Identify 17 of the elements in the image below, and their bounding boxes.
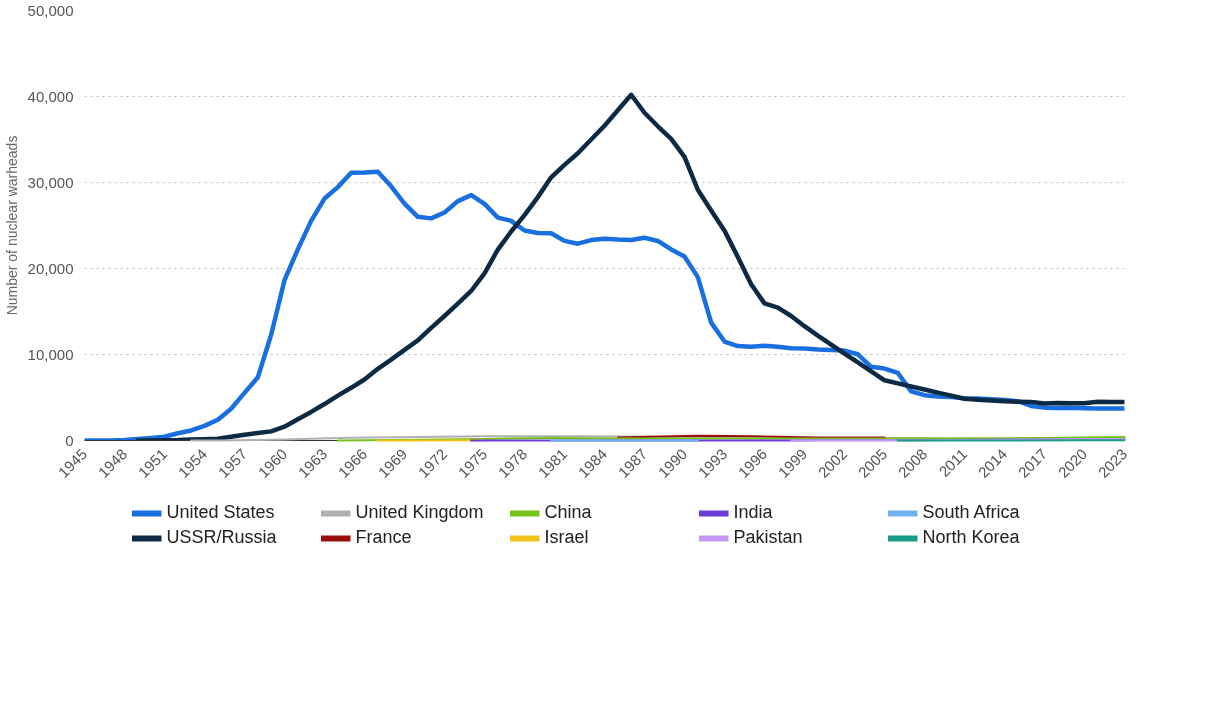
legend-label: Pakistan	[733, 527, 804, 548]
legend-label: United Kingdom	[355, 502, 485, 523]
legend-label: North Korea	[922, 527, 1021, 548]
y-tick-label: 30,000	[27, 173, 74, 191]
legend-label: France	[355, 527, 413, 548]
y-tick-label: 40,000	[27, 87, 74, 105]
legend-label: China	[544, 502, 593, 523]
y-tick-label: 50,000	[27, 1, 74, 19]
legend-label: Israel	[544, 527, 590, 548]
legend-label: USSR/Russia	[166, 527, 278, 548]
y-tick-label: 20,000	[27, 259, 74, 277]
legend-label: India	[733, 502, 774, 523]
y-axis-title: Number of nuclear warheads	[3, 135, 20, 316]
legend-label: South Africa	[922, 502, 1021, 523]
y-tick-label: 0	[65, 431, 74, 449]
y-tick-label: 10,000	[27, 345, 74, 363]
legend-label: United States	[166, 502, 276, 523]
